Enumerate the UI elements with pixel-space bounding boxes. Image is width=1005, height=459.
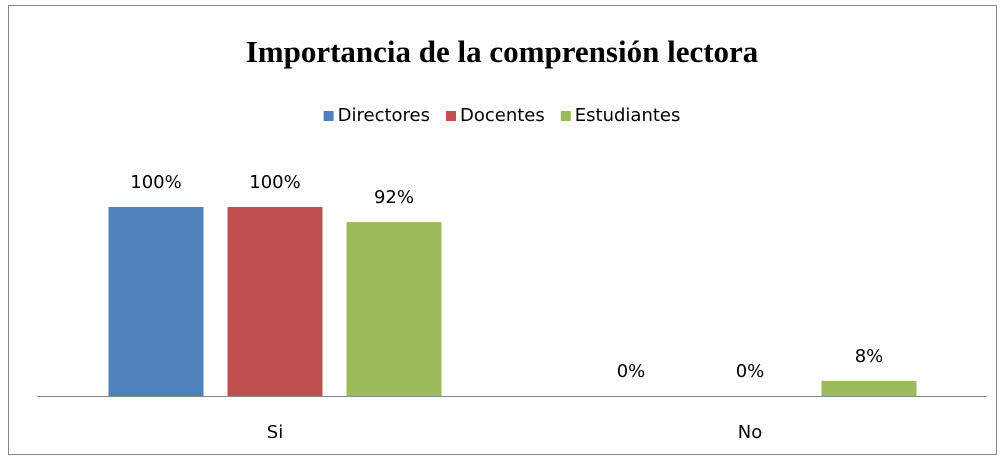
bar (346, 222, 442, 396)
legend-swatch (560, 111, 571, 121)
data-label: 92% (374, 187, 414, 208)
x-tick-label: Si (267, 422, 283, 443)
bar (227, 207, 323, 396)
data-label: 100% (130, 172, 181, 193)
data-label: 0% (617, 361, 646, 382)
chart-title: Importancia de la comprensión lectora (246, 34, 759, 69)
legend-label: Estudiantes (575, 105, 681, 126)
legend-label: Docentes (460, 105, 545, 126)
legend-swatch (323, 111, 334, 121)
legend-swatch (446, 111, 457, 121)
legend-label: Directores (338, 105, 430, 126)
data-label: 100% (249, 172, 300, 193)
x-tick-label: No (738, 422, 762, 443)
bar (108, 207, 204, 396)
bar (821, 380, 917, 396)
data-label: 8% (855, 346, 884, 367)
data-label: 0% (736, 361, 765, 382)
